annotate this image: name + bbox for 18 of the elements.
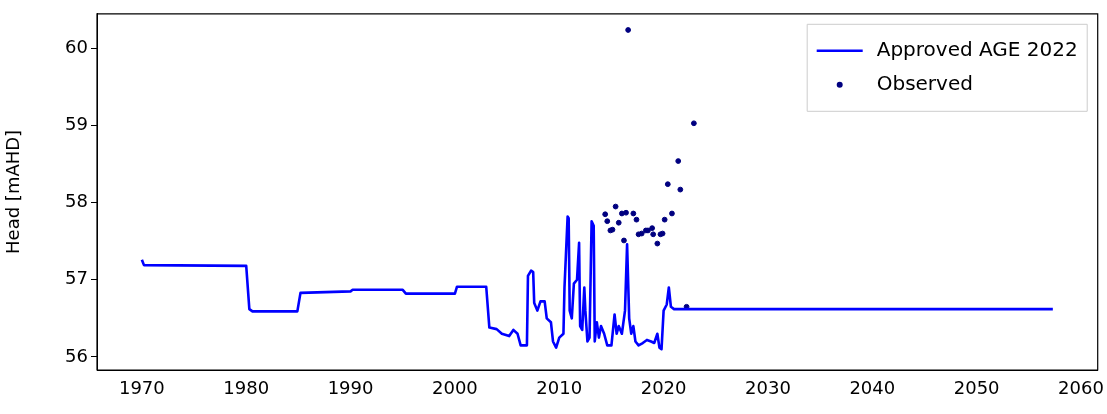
x-tick-label: 2060 xyxy=(1058,377,1104,399)
x-tick-label: 1980 xyxy=(223,377,270,399)
x-tick-label: 1990 xyxy=(327,377,374,399)
x-tick-label: 1970 xyxy=(118,377,165,399)
y-axis-title: Head [mAHD] xyxy=(2,129,24,254)
x-tick-label: 2000 xyxy=(432,377,478,399)
y-tick-label: 56 xyxy=(65,344,88,366)
y-tick-label: 59 xyxy=(65,113,88,135)
x-tick-label: 2040 xyxy=(849,377,896,399)
x-tick-label: 2050 xyxy=(953,377,1000,399)
y-tick-label: 57 xyxy=(65,267,88,289)
legend-label: Observed xyxy=(876,71,973,95)
y-tick-label: 60 xyxy=(65,36,88,58)
x-tick-label: 2020 xyxy=(640,377,687,399)
x-tick-label: 2010 xyxy=(536,377,583,399)
legend-label: Approved AGE 2022 xyxy=(876,37,1078,61)
x-tick-label: 2030 xyxy=(745,377,791,399)
y-tick-label: 58 xyxy=(65,190,88,212)
